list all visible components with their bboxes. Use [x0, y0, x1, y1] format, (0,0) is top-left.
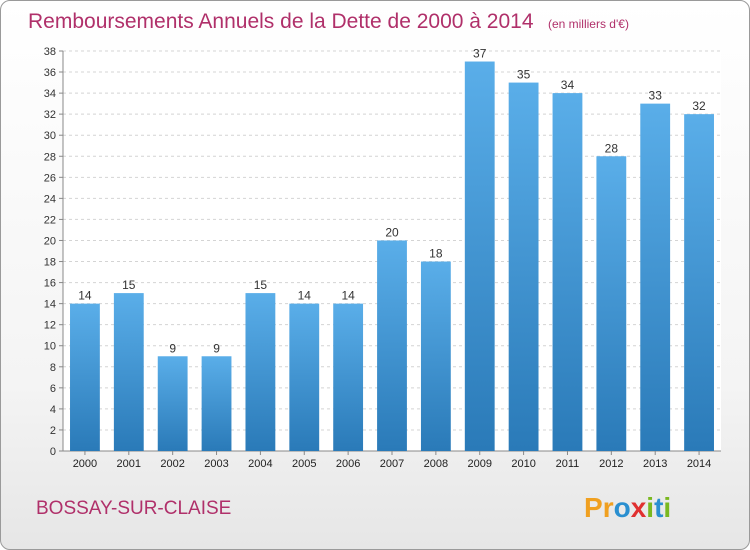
- y-tick-label: 16: [44, 278, 56, 290]
- logo-letter: r: [603, 492, 614, 523]
- y-tick-label: 6: [50, 383, 56, 395]
- data-label-2012: 28: [605, 141, 619, 155]
- data-label-2013: 33: [649, 89, 663, 103]
- bar-2000: [70, 303, 100, 451]
- bar-2002: [157, 356, 188, 451]
- data-label-2001: 15: [122, 278, 136, 292]
- data-label-2002: 9: [169, 341, 176, 355]
- chart-title: Remboursements Annuels de la Dette de 20…: [28, 10, 629, 33]
- title-main: Remboursements Annuels de la Dette de 20…: [28, 10, 534, 33]
- data-label-2003: 9: [213, 341, 220, 355]
- bar-2014: [684, 114, 714, 451]
- y-tick-label: 2: [50, 425, 56, 437]
- logo-letter: o: [614, 492, 631, 523]
- logo-letter: x: [631, 492, 647, 523]
- x-tick-label-2005: 2005: [292, 458, 316, 470]
- data-label-2006: 14: [341, 289, 355, 303]
- y-tick-label: 28: [44, 151, 56, 163]
- bar-2004: [245, 293, 276, 451]
- x-tick-label-2012: 2012: [599, 458, 623, 470]
- bar-2003: [201, 356, 232, 451]
- y-tick-label: 0: [50, 446, 56, 458]
- y-tick-label: 38: [44, 46, 56, 58]
- data-label-2008: 18: [429, 247, 443, 261]
- bar-2006: [333, 303, 364, 451]
- x-tick-label-2014: 2014: [687, 458, 711, 470]
- y-tick-label: 36: [44, 67, 56, 79]
- bar-2009: [464, 61, 495, 452]
- x-tick-label-2013: 2013: [643, 458, 667, 470]
- y-tick-label: 34: [44, 88, 56, 100]
- data-label-2004: 15: [254, 278, 268, 292]
- commune-name: BOSSAY-SUR-CLAISE: [36, 498, 231, 519]
- bar-2012: [596, 156, 627, 451]
- y-tick-label: 32: [44, 109, 56, 121]
- bar-2008: [420, 261, 451, 451]
- y-tick-label: 12: [44, 320, 56, 332]
- x-tick-label-2003: 2003: [204, 458, 228, 470]
- x-tick-label-2008: 2008: [424, 458, 448, 470]
- logo-letter: i: [646, 492, 654, 523]
- x-tick-label-2001: 2001: [117, 458, 141, 470]
- bar-layer: [70, 61, 714, 452]
- title-unit: (en milliers d'€): [548, 17, 629, 31]
- x-tick-label-2007: 2007: [380, 458, 404, 470]
- x-tick-label-2010: 2010: [511, 458, 535, 470]
- bar-2001: [113, 293, 144, 451]
- y-tick-label: 22: [44, 214, 56, 226]
- data-label-2007: 20: [385, 225, 399, 239]
- data-label-2000: 14: [78, 289, 92, 303]
- y-tick-label: 10: [44, 341, 56, 353]
- y-tick-label: 4: [50, 404, 56, 416]
- logo-letter: i: [663, 492, 671, 523]
- x-tick-label-2002: 2002: [160, 458, 184, 470]
- bar-2005: [289, 303, 320, 451]
- bar-2007: [377, 240, 407, 451]
- x-tick-label-2006: 2006: [336, 458, 360, 470]
- y-tick-label: 24: [44, 193, 56, 205]
- data-label-2005: 14: [298, 289, 312, 303]
- x-tick-label-2004: 2004: [248, 458, 272, 470]
- y-tick-label: 26: [44, 172, 56, 184]
- data-label-2009: 37: [473, 47, 487, 61]
- bar-2010: [508, 82, 539, 451]
- proxiti-logo: Proxiti: [584, 492, 671, 523]
- y-tick-label: 8: [50, 362, 56, 374]
- x-tick-label-2000: 2000: [73, 458, 97, 470]
- bar-2013: [640, 103, 671, 451]
- data-label-2011: 34: [561, 78, 575, 92]
- logo-letter: t: [654, 492, 663, 523]
- data-label-2014: 32: [692, 99, 706, 113]
- x-tick-label-2011: 2011: [556, 458, 580, 470]
- x-tick-label-2009: 2009: [467, 458, 491, 470]
- bar-2011: [552, 93, 583, 452]
- label-layer: 14 15 9 9 15 14 14 20 18 37 35 34 28 33 32: [78, 47, 706, 356]
- data-label-2010: 35: [517, 68, 531, 82]
- y-tick-label: 20: [44, 235, 56, 247]
- y-tick-label: 30: [44, 130, 56, 142]
- y-tick-label: 18: [44, 257, 56, 269]
- y-tick-label: 14: [44, 299, 56, 311]
- logo-letter: P: [584, 492, 603, 523]
